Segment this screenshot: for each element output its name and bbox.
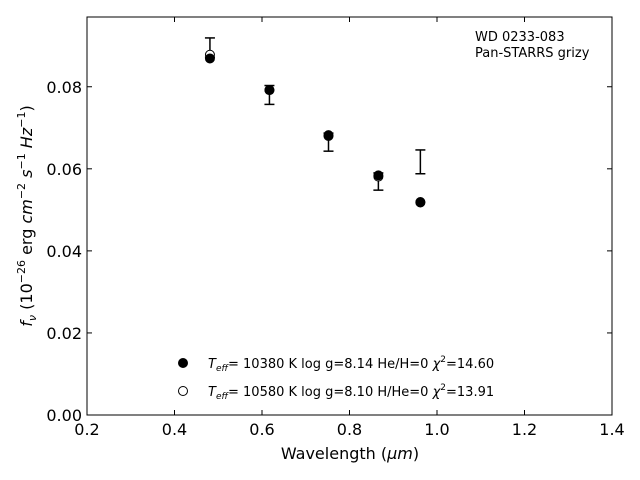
annotation-object-name: WD 0233-083 <box>475 30 565 45</box>
x-tick-label: 1.4 <box>599 420 624 439</box>
y-tick-label: 0.04 <box>46 242 82 261</box>
legend-label-hydrogen-model: Teff= 10380 K log g=8.14 He/H=0 χ2=14.60 <box>208 355 494 374</box>
y-tick-label: 0.08 <box>46 78 82 97</box>
y-axis-label: fν (10−26 erg cm−2 s−1 Hz−1) <box>15 105 39 326</box>
model-point-filled <box>204 53 215 64</box>
y-tick-label: 0.06 <box>46 160 82 179</box>
observed-photometry-errorbars <box>204 37 426 191</box>
legend-marker-filled <box>178 358 188 368</box>
legend: Teff= 10380 K log g=8.14 He/H=0 χ2=14.60… <box>178 355 494 402</box>
legend-marker-open <box>178 386 188 396</box>
x-axis-label: Wavelength (μm) <box>281 444 419 463</box>
y-tick-label: 0.00 <box>46 406 82 425</box>
annotation-survey-name: Pan-STARRS grizy <box>475 46 590 61</box>
x-tick-label: 0.4 <box>162 420 187 439</box>
x-tick-label: 0.8 <box>337 420 362 439</box>
model-markers <box>204 49 426 208</box>
model-point-filled <box>264 85 275 96</box>
x-axis-ticks: 0.2 0.4 0.6 0.8 1.0 1.2 1.4 <box>74 17 625 439</box>
y-tick-label: 0.02 <box>46 324 82 343</box>
plot-frame <box>86 16 613 416</box>
model-point-filled <box>373 170 384 181</box>
x-tick-label: 0.6 <box>249 420 274 439</box>
legend-label-helium-model: Teff= 10580 K log g=8.10 H/He=0 χ2=13.91 <box>208 383 494 402</box>
x-tick-label: 1.0 <box>424 420 449 439</box>
x-tick-label: 0.2 <box>74 420 99 439</box>
model-point-filled <box>415 197 426 208</box>
model-point-filled <box>323 130 334 141</box>
y-axis-ticks: 0.00 0.02 0.04 0.06 0.08 <box>46 78 612 425</box>
x-tick-label: 1.2 <box>512 420 537 439</box>
